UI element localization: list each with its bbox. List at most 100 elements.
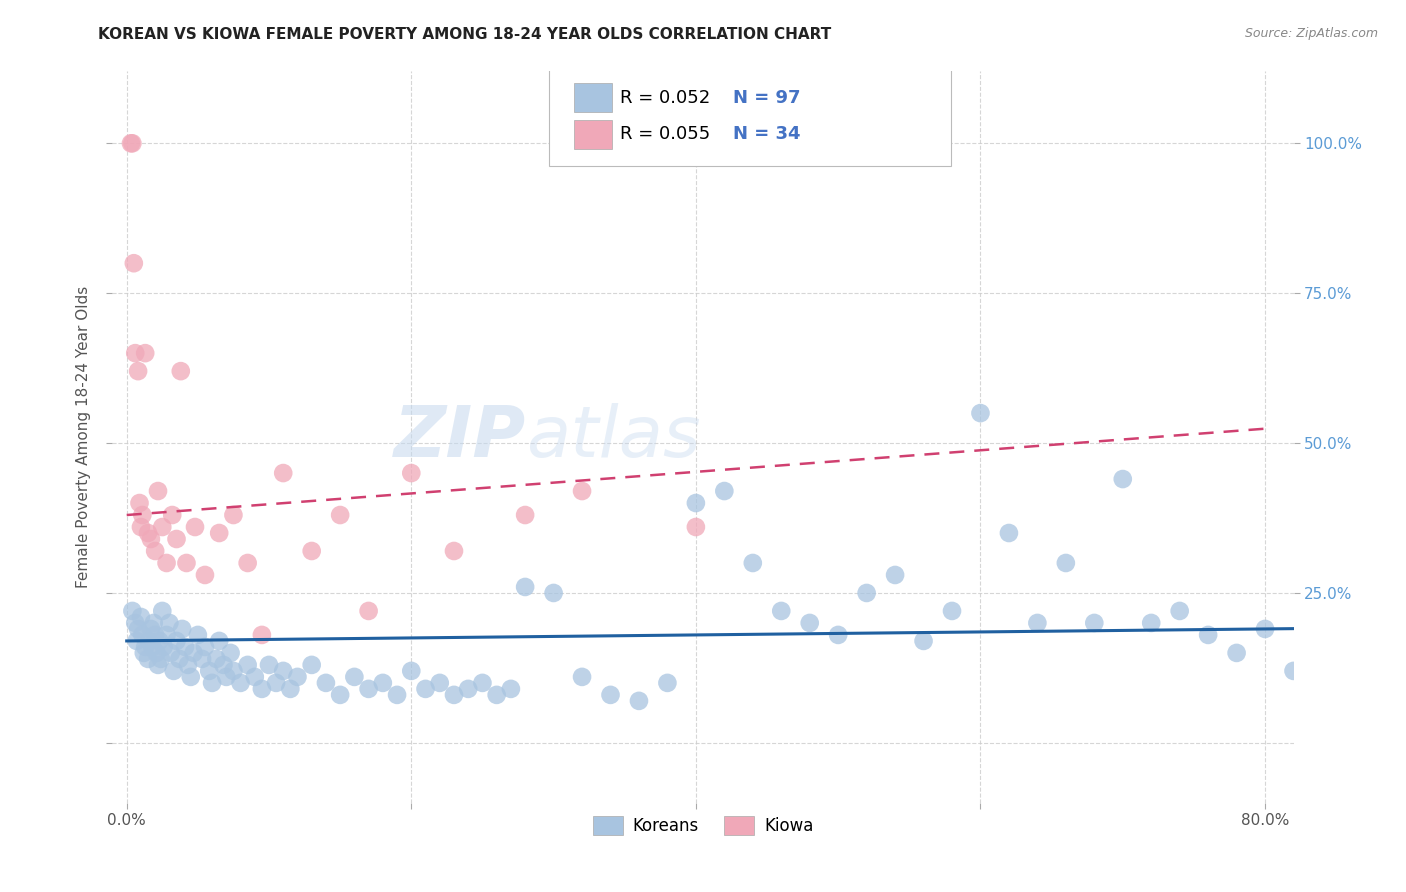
Point [138, 634, 160, 648]
Point [155, 628, 177, 642]
Point [194, 568, 217, 582]
Point [124, 346, 146, 360]
Point [124, 615, 146, 630]
Point [236, 657, 259, 672]
Point [166, 634, 188, 648]
Point [912, 634, 935, 648]
Point [827, 628, 849, 642]
Point [371, 676, 394, 690]
Point [713, 483, 735, 498]
Point [201, 676, 224, 690]
Point [969, 406, 991, 420]
Point [180, 670, 202, 684]
Point [172, 622, 194, 636]
Point [571, 483, 593, 498]
Point [136, 652, 159, 666]
Point [125, 634, 148, 648]
Point [187, 628, 209, 642]
Point [471, 676, 494, 690]
Point [443, 688, 465, 702]
Point [170, 364, 193, 378]
Point [401, 466, 423, 480]
Point [1083, 615, 1105, 630]
Point [131, 628, 153, 642]
Point [191, 652, 214, 666]
Point [222, 664, 245, 678]
Point [162, 508, 184, 522]
Point [855, 586, 877, 600]
Point [128, 496, 150, 510]
Point [121, 604, 143, 618]
Point [329, 508, 352, 522]
FancyBboxPatch shape [550, 64, 950, 167]
Text: N = 34: N = 34 [733, 125, 800, 144]
Point [149, 652, 172, 666]
Point [139, 532, 162, 546]
Point [131, 508, 153, 522]
Point [485, 688, 508, 702]
Point [657, 676, 679, 690]
Point [301, 657, 323, 672]
Text: KOREAN VS KIOWA FEMALE POVERTY AMONG 18-24 YEAR OLDS CORRELATION CHART: KOREAN VS KIOWA FEMALE POVERTY AMONG 18-… [98, 27, 832, 42]
Point [243, 670, 266, 684]
Point [159, 646, 181, 660]
Point [329, 688, 352, 702]
Point [599, 688, 621, 702]
Point [513, 508, 536, 522]
Point [134, 346, 156, 360]
Text: R = 0.052: R = 0.052 [620, 88, 710, 107]
Point [129, 610, 152, 624]
Point [157, 615, 180, 630]
Point [685, 520, 707, 534]
Point [150, 604, 173, 618]
Point [543, 586, 565, 600]
Point [257, 657, 280, 672]
Text: atlas: atlas [526, 402, 700, 472]
Point [129, 520, 152, 534]
Point [357, 604, 380, 618]
Point [148, 634, 170, 648]
Point [152, 640, 174, 654]
Point [146, 483, 169, 498]
Point [457, 681, 479, 696]
Point [127, 364, 149, 378]
Point [1168, 604, 1191, 618]
Point [155, 556, 177, 570]
Point [315, 676, 337, 690]
Point [429, 676, 451, 690]
Point [139, 622, 162, 636]
Point [998, 526, 1021, 541]
Point [627, 694, 650, 708]
Point [280, 681, 302, 696]
Text: ZIP: ZIP [394, 402, 526, 472]
Point [264, 676, 287, 690]
Point [142, 615, 165, 630]
Point [499, 681, 522, 696]
Point [236, 556, 259, 570]
Point [884, 568, 907, 582]
Point [357, 681, 380, 696]
Point [1140, 615, 1163, 630]
Point [1254, 622, 1277, 636]
Point [145, 646, 167, 660]
Text: R = 0.055: R = 0.055 [620, 125, 710, 144]
Point [401, 664, 423, 678]
Point [121, 136, 143, 151]
Point [1112, 472, 1135, 486]
Point [1339, 664, 1361, 678]
Point [1282, 664, 1305, 678]
Point [208, 526, 231, 541]
Text: N = 97: N = 97 [733, 88, 800, 107]
Point [513, 580, 536, 594]
Point [1197, 628, 1219, 642]
Point [183, 646, 205, 660]
Point [385, 688, 408, 702]
Point [143, 628, 166, 642]
Point [177, 657, 200, 672]
Point [166, 532, 188, 546]
Point [127, 622, 149, 636]
Point [1310, 652, 1333, 666]
Point [143, 544, 166, 558]
Point [1054, 556, 1077, 570]
Point [250, 681, 273, 696]
